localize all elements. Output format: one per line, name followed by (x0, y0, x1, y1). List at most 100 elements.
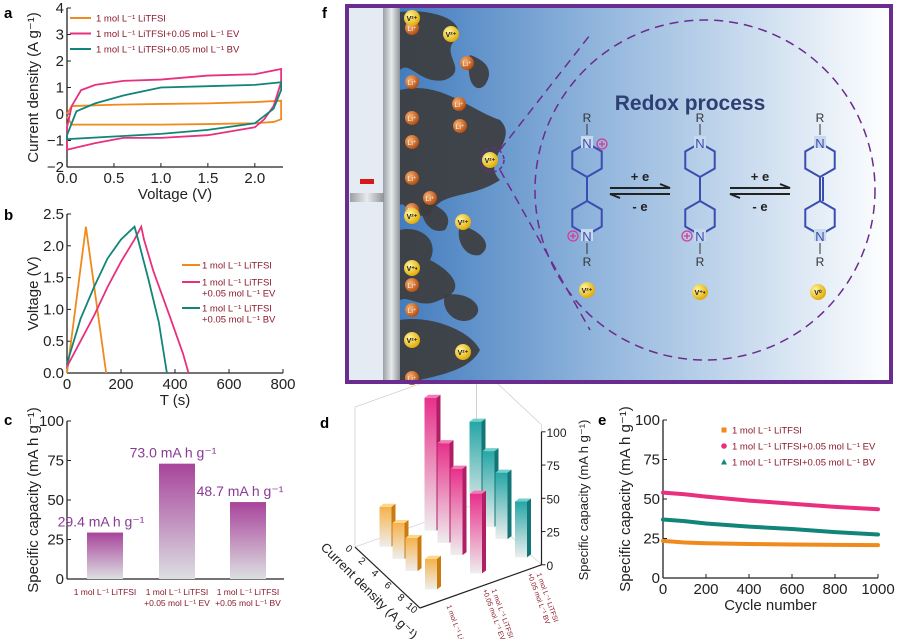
bar-top (482, 448, 499, 452)
y-tick-label: 75 (47, 453, 64, 470)
y-tick-label: 100 (39, 413, 64, 430)
x-tick-label: 0.0 (57, 170, 78, 187)
li-ion-label: Li⁺ (407, 283, 416, 290)
r-group-label: R (583, 111, 592, 125)
li-ion-icon (452, 97, 466, 111)
n-bg (581, 229, 593, 241)
li-ion-icon (453, 119, 467, 133)
nitrogen-label: N (582, 229, 591, 244)
capacity-tick-label: 25 (547, 526, 561, 540)
n-bg (814, 229, 826, 241)
y-tick-label: 3 (56, 27, 64, 44)
panel-label: b (4, 207, 13, 224)
viologen-ion-label: V²⁺ (407, 214, 418, 221)
panel-a-cv-chart: a −2 −1 0 1 2 3 4 0.0 0.5 1.0 1.5 2.0 Voltage (V) Curr… (4, 0, 283, 203)
panel-b-gcd-chart: b 0.0 0.5 1.0 1.5 2.0 2.5 0 200 400 600 800 T (s) Vol… (4, 206, 296, 409)
y-tick-label: 25 (47, 532, 64, 549)
nitrogen-label: N (695, 136, 704, 151)
bar-side (462, 465, 467, 556)
y-tick-label: 50 (47, 492, 64, 509)
capacity-tick-label: 0 (547, 559, 554, 573)
y-tick-label: 1.0 (43, 301, 64, 318)
bar (425, 558, 437, 590)
viologen-ion-icon (455, 214, 471, 230)
nitrogen-label: N (815, 229, 824, 244)
density-tick-label: 6 (382, 580, 394, 592)
density-tick-label: 10 (404, 601, 420, 617)
y-tick-label: −1 (47, 133, 64, 150)
carbon-particle (400, 87, 506, 216)
legend-label-bv: 1 mol L⁻¹ LiTFSI (202, 304, 272, 315)
bar-top (379, 503, 396, 507)
y-tick-label: 2.5 (43, 206, 64, 223)
legend-label-ev: 1 mol L⁻¹ LiTFSI+0.05 mol L⁻¹ EV (732, 442, 876, 453)
legend-label-litfsi: 1 mol L⁻¹ LiTFSI (96, 14, 166, 25)
y-tick-label: 4 (56, 0, 64, 17)
category-axis (419, 564, 542, 609)
bar (87, 532, 123, 579)
panel-label: a (4, 5, 13, 22)
category-label: 1 mol L⁻¹ LiTFSI (217, 587, 280, 597)
y-tick-label: 1.5 (43, 270, 64, 287)
li-ion-label: Li⁺ (455, 124, 464, 131)
capacity-trace-bv (661, 517, 880, 537)
bar-data-label: 73.0 mA h g⁻¹ (130, 445, 217, 461)
x-tick-label: 800 (822, 581, 847, 598)
y-tick-label: 0 (56, 106, 64, 123)
bar-side (417, 534, 422, 572)
viologen-ion-label: V²⁺ (485, 158, 496, 165)
zoom-detail-circle (534, 19, 876, 361)
viologen-ion-label: V²⁺ (446, 32, 457, 39)
bar (450, 468, 463, 556)
category-label-line2: +0.05 mol L⁻¹ EV (144, 598, 210, 608)
legend-label-ev: 1 mol L⁻¹ LiTFSI (202, 278, 272, 289)
density-axis (354, 546, 421, 609)
legend-label-bv: 1 mol L⁻¹ LiTFSI+0.05 mol L⁻¹ BV (732, 458, 876, 469)
plus (684, 233, 690, 239)
nitrogen-label: N (582, 136, 591, 151)
li-ion-icon (405, 171, 419, 185)
zoom-connector (499, 169, 591, 331)
plus (570, 233, 576, 239)
legend-label-ev: 1 mol L⁻¹ LiTFSI+0.05 mol L⁻¹ EV (96, 29, 240, 40)
reduction-label: + e (631, 169, 649, 184)
viologen-ion-icon (404, 208, 420, 224)
panel-label: c (4, 412, 12, 429)
bar (159, 463, 195, 579)
carbon-particle (400, 319, 480, 380)
y-tick-label: 75 (643, 452, 660, 469)
bar-top (495, 469, 512, 473)
density-tick-label: 2 (356, 555, 368, 567)
diagram-frame (345, 4, 893, 384)
y-tick-label: 2.0 (43, 238, 64, 255)
reduction-label: + e (751, 169, 769, 184)
x-tick-label: 800 (270, 376, 295, 393)
cv-curve-litfsi (66, 99, 283, 126)
li-ion-label: Li⁺ (462, 61, 471, 68)
x-tick-label: 0 (63, 376, 71, 393)
x-axis-label: Voltage (V) (138, 186, 212, 203)
r-group-label: R (816, 111, 825, 125)
x-axis-label: Cycle number (724, 597, 817, 614)
bar-side (527, 498, 531, 558)
species-label: V⁺• (695, 290, 706, 297)
legend-label-litfsi: 1 mol L⁻¹ LiTFSI (202, 261, 272, 272)
positive-charge-icon (596, 138, 608, 150)
panel-label: f (322, 5, 328, 22)
bar (405, 537, 418, 572)
li-ion-icon (405, 303, 419, 317)
li-ion-icon (405, 278, 419, 292)
capacity-tick-label: 75 (547, 459, 561, 473)
capacity-axis-label: Specific capacity (mA h g⁻¹) (576, 420, 591, 581)
n-bg (814, 136, 826, 148)
li-ion-label: Li⁺ (425, 196, 434, 203)
forward-arrow-icon (730, 183, 791, 189)
li-ion-label: Li⁺ (407, 26, 416, 33)
cv-curve-bv (66, 81, 283, 141)
li-ion-icon (460, 56, 474, 70)
legend-label-litfsi: 1 mol L⁻¹ LiTFSI (732, 426, 802, 437)
bar (424, 397, 437, 531)
